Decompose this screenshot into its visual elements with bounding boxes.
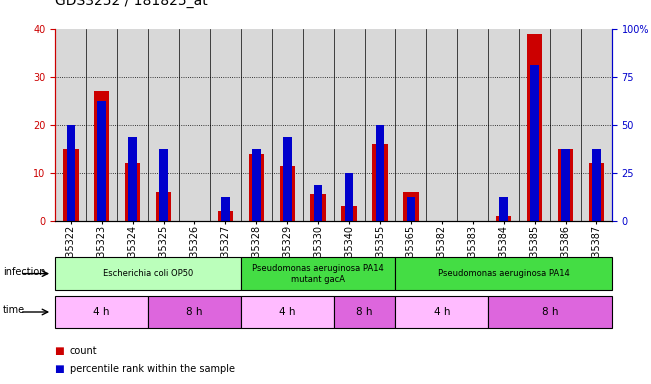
Text: 4 h: 4 h [279,307,296,317]
Text: 4 h: 4 h [434,307,450,317]
Bar [341,207,357,221]
Bar [125,163,141,221]
Text: Escherichia coli OP50: Escherichia coli OP50 [103,269,193,278]
Bar [395,29,426,221]
Text: Pseudomonas aeruginosa PA14
mutant gacA: Pseudomonas aeruginosa PA14 mutant gacA [253,263,384,284]
Bar [283,137,292,221]
Bar [148,296,241,328]
Bar [531,65,539,221]
Bar [210,29,241,221]
Text: time: time [3,305,25,315]
Bar [179,29,210,221]
Bar [128,137,137,221]
Bar [156,192,171,221]
Bar [55,29,86,221]
Bar [372,144,388,221]
Bar [488,29,519,221]
Bar [457,29,488,221]
Bar [527,33,542,221]
Bar [488,296,612,328]
Bar [217,211,233,221]
Text: ■: ■ [55,346,68,356]
Bar [365,29,395,221]
Bar [395,296,488,328]
Bar [148,29,179,221]
Bar [395,257,612,290]
Text: percentile rank within the sample: percentile rank within the sample [70,364,234,374]
Text: Pseudomonas aeruginosa PA14: Pseudomonas aeruginosa PA14 [438,269,570,278]
Bar [561,149,570,221]
Bar [496,216,512,221]
Bar [407,197,415,221]
Bar [333,296,395,328]
Bar [271,29,303,221]
Bar [558,149,574,221]
Bar [86,29,117,221]
Text: 8 h: 8 h [186,307,202,317]
Bar [403,192,419,221]
Bar [376,125,384,221]
Bar [159,149,168,221]
Bar [314,185,322,221]
Text: GDS3252 / 181825_at: GDS3252 / 181825_at [55,0,208,8]
Text: count: count [70,346,97,356]
Text: 4 h: 4 h [94,307,110,317]
Bar [519,29,550,221]
Bar [550,29,581,221]
Text: 8 h: 8 h [542,307,559,317]
Bar [589,163,604,221]
Bar [333,29,365,221]
Bar [252,149,260,221]
Bar [311,194,326,221]
Bar [592,149,601,221]
Bar [66,125,75,221]
Bar [241,29,271,221]
Bar [55,257,241,290]
Text: 8 h: 8 h [356,307,373,317]
Bar [241,257,395,290]
Bar [303,29,333,221]
Bar [581,29,612,221]
Text: infection: infection [3,267,46,277]
Bar [117,29,148,221]
Bar [221,197,230,221]
Bar [98,101,106,221]
Bar [249,154,264,221]
Bar [345,173,353,221]
Text: ■: ■ [55,364,68,374]
Bar [279,166,295,221]
Bar [241,296,333,328]
Bar [426,29,457,221]
Bar [55,296,148,328]
Bar [63,149,79,221]
Bar [499,197,508,221]
Bar [94,91,109,221]
